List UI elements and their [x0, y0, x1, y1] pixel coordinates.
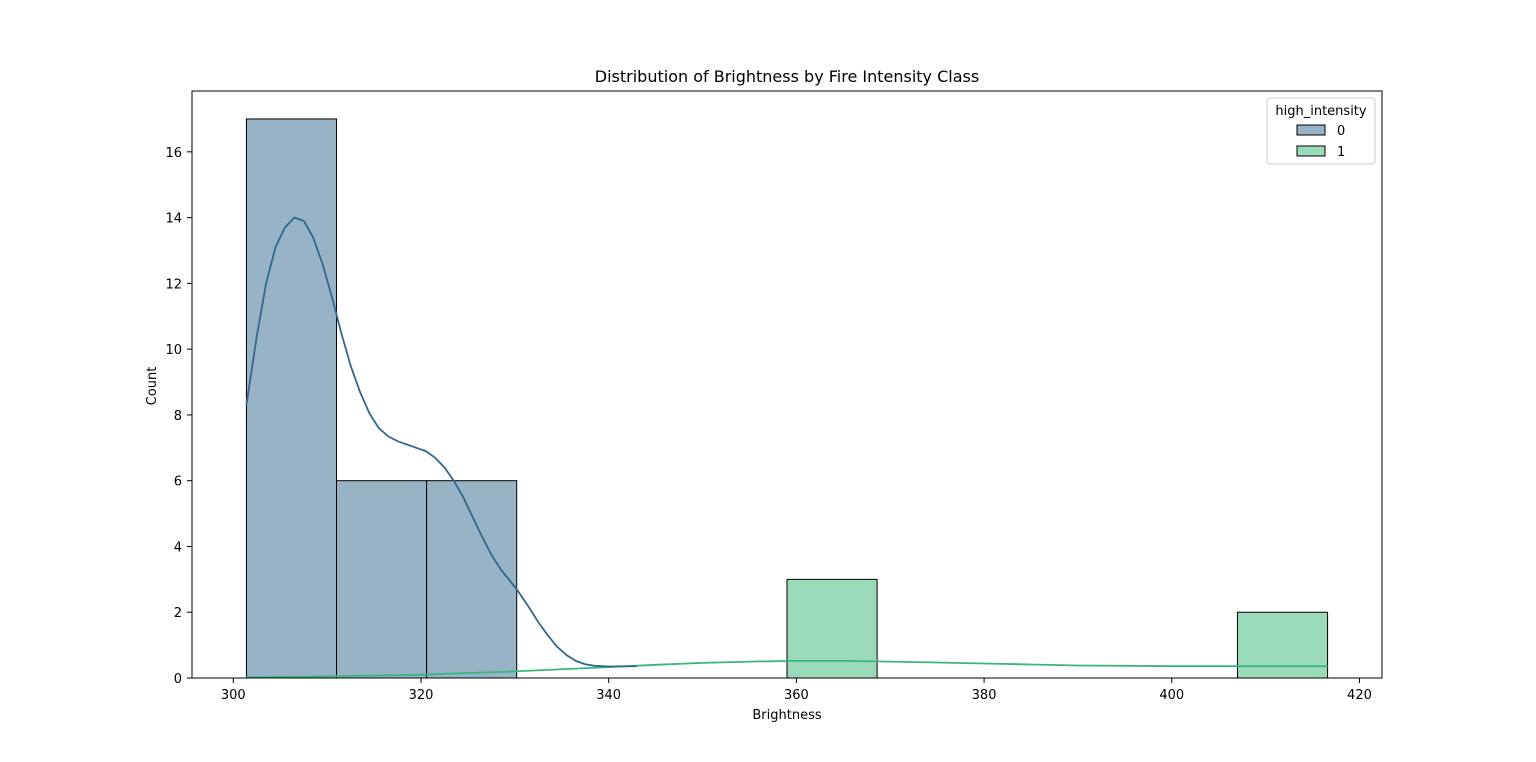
x-tick-label: 360	[784, 688, 809, 703]
x-tick-label: 420	[1347, 688, 1372, 703]
x-tick-label: 320	[409, 688, 434, 703]
legend-label-0: 0	[1337, 124, 1345, 139]
bar-series-0-1	[336, 480, 428, 679]
y-tick-label: 12	[165, 277, 182, 292]
y-tick-label: 10	[165, 343, 182, 358]
x-tick-label: 380	[972, 688, 997, 703]
x-tick-label: 300	[221, 688, 246, 703]
legend: high_intensity 0 1	[1266, 97, 1376, 165]
bar-series-1-1	[1236, 611, 1329, 679]
x-tick-label: 340	[596, 688, 621, 703]
kde-line-series-0	[245, 216, 637, 668]
y-tick-label: 0	[174, 672, 182, 687]
plot-frame	[191, 90, 1383, 679]
kde-line-series-1	[246, 660, 1328, 679]
legend-title: high_intensity	[1275, 104, 1367, 119]
bar-series-1-0	[786, 578, 878, 679]
kde-layer	[245, 216, 1328, 679]
y-tick-label: 6	[174, 475, 182, 490]
y-axis: 0 2 4 6 8 10 12 14 16	[165, 146, 192, 687]
legend-label-1: 1	[1337, 145, 1345, 160]
y-tick-label: 16	[165, 146, 182, 161]
bars-layer	[245, 118, 1329, 679]
bar-series-0-2	[426, 480, 518, 679]
y-axis-label: Count	[145, 367, 160, 406]
x-axis-label: Brightness	[752, 708, 821, 723]
chart-title: Distribution of Brightness by Fire Inten…	[595, 67, 979, 86]
legend-swatch-1	[1296, 145, 1326, 157]
y-tick-label: 14	[165, 212, 182, 227]
y-tick-label: 4	[174, 540, 182, 555]
bar-series-0-0	[245, 118, 338, 679]
x-axis: 300 320 340 360 380 400 420	[221, 678, 1372, 703]
x-tick-label: 400	[1159, 688, 1184, 703]
legend-swatch-0	[1296, 124, 1326, 136]
y-tick-label: 8	[174, 409, 182, 424]
y-tick-label: 2	[174, 606, 182, 621]
